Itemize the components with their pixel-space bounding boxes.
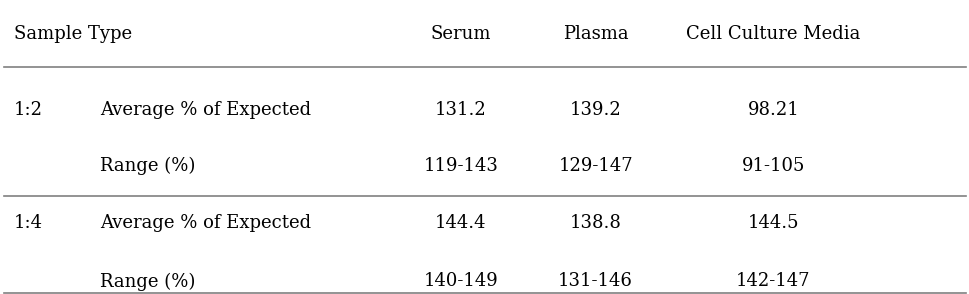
Text: 138.8: 138.8 [569, 215, 621, 233]
Text: Average % of Expected: Average % of Expected [100, 101, 311, 119]
Text: 131.2: 131.2 [435, 101, 486, 119]
Text: Serum: Serum [430, 25, 490, 43]
Text: 142-147: 142-147 [735, 272, 810, 290]
Text: 129-147: 129-147 [558, 157, 632, 175]
Text: 98.21: 98.21 [747, 101, 798, 119]
Text: Cell Culture Media: Cell Culture Media [686, 25, 860, 43]
Text: 131-146: 131-146 [557, 272, 633, 290]
Text: 144.4: 144.4 [435, 215, 486, 233]
Text: 1:2: 1:2 [14, 101, 43, 119]
Text: 140-149: 140-149 [423, 272, 498, 290]
Text: 1:4: 1:4 [14, 215, 43, 233]
Text: 139.2: 139.2 [569, 101, 621, 119]
Text: 144.5: 144.5 [747, 215, 798, 233]
Text: Range (%): Range (%) [100, 157, 196, 175]
Text: Average % of Expected: Average % of Expected [100, 215, 311, 233]
Text: 91-105: 91-105 [741, 157, 804, 175]
Text: Sample Type: Sample Type [14, 25, 132, 43]
Text: Plasma: Plasma [562, 25, 628, 43]
Text: 119-143: 119-143 [423, 157, 498, 175]
Text: Range (%): Range (%) [100, 272, 196, 290]
